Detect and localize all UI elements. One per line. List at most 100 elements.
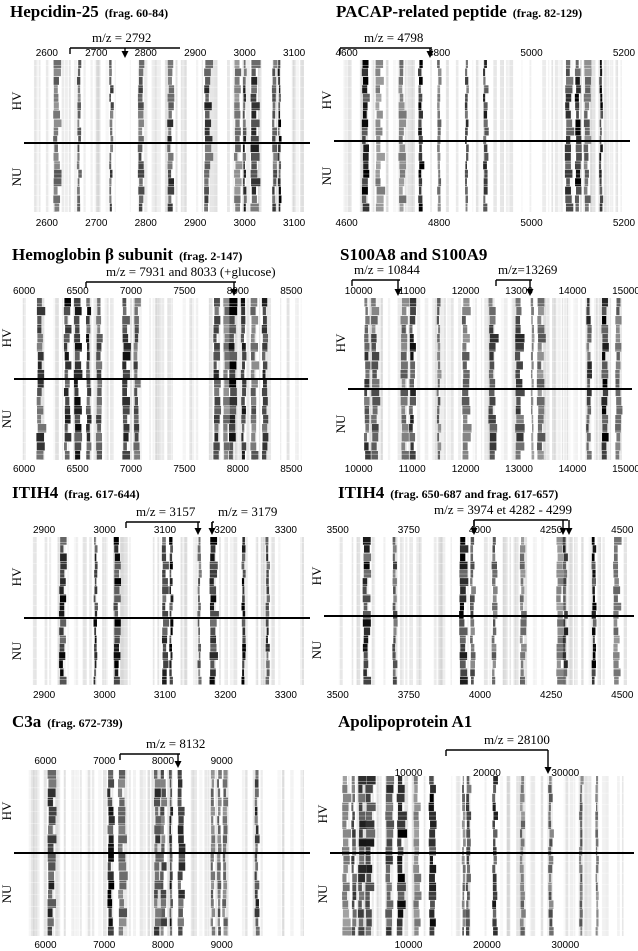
protein-band xyxy=(178,862,186,871)
protein-band xyxy=(548,820,552,829)
protein-band xyxy=(615,343,622,352)
protein-band xyxy=(592,594,595,603)
protein-band xyxy=(64,406,71,415)
annotation-arrowhead xyxy=(194,528,202,535)
protein-band xyxy=(463,838,466,847)
protein-band xyxy=(134,370,138,379)
protein-band xyxy=(278,76,280,85)
protein-band xyxy=(489,442,497,451)
protein-band xyxy=(462,802,466,812)
protein-band xyxy=(217,843,222,853)
protein-band xyxy=(278,186,281,195)
protein-band xyxy=(168,85,175,94)
background-streak xyxy=(64,60,69,212)
protein-band xyxy=(595,873,598,883)
protein-band xyxy=(250,343,259,352)
tick-label-top: 5000 xyxy=(520,48,543,59)
protein-band xyxy=(398,110,407,119)
protein-band xyxy=(162,668,167,677)
protein-band xyxy=(398,152,406,161)
protein-band xyxy=(94,668,96,677)
protein-band xyxy=(167,68,173,77)
protein-band xyxy=(530,298,534,307)
protein-band xyxy=(401,343,408,352)
protein-band xyxy=(557,578,567,586)
protein-band xyxy=(178,843,186,853)
protein-band xyxy=(586,316,591,325)
protein-band xyxy=(342,820,347,829)
protein-band xyxy=(437,433,440,442)
protein-band xyxy=(586,307,590,316)
protein-band xyxy=(210,770,215,779)
background-streak xyxy=(35,537,37,685)
protein-band xyxy=(94,578,97,586)
protein-band xyxy=(548,856,554,865)
protein-band xyxy=(515,442,525,451)
protein-band xyxy=(601,370,609,379)
panel-title-fragment: (frag. 60-84) xyxy=(104,6,169,20)
tick-label-bottom: 4800 xyxy=(427,218,451,229)
protein-band xyxy=(341,847,350,856)
protein-band xyxy=(519,676,525,685)
protein-band xyxy=(437,379,440,388)
protein-band xyxy=(579,802,583,812)
protein-band xyxy=(272,144,278,153)
protein-band xyxy=(363,545,370,553)
protein-band xyxy=(362,203,370,212)
protein-band xyxy=(122,397,130,406)
protein-band xyxy=(575,203,579,212)
background-streak xyxy=(612,60,614,212)
protein-band xyxy=(363,433,368,442)
background-streak xyxy=(455,60,459,212)
protein-band xyxy=(65,361,72,370)
group-divider xyxy=(348,388,632,390)
protein-band xyxy=(162,676,167,685)
background-streak xyxy=(49,537,52,685)
protein-band xyxy=(437,397,441,406)
tick-label-bottom: 6000 xyxy=(13,464,36,475)
tick-label-top: 3100 xyxy=(282,48,306,59)
gel-view-svg xyxy=(32,60,304,212)
background-streak xyxy=(257,60,262,212)
protein-band xyxy=(177,825,184,835)
protein-band xyxy=(557,553,564,562)
background-streak xyxy=(450,537,452,685)
protein-band xyxy=(139,60,145,68)
protein-band xyxy=(602,433,609,442)
protein-band xyxy=(515,406,521,415)
protein-band xyxy=(470,537,475,545)
group-label-nu: NU xyxy=(315,884,330,904)
protein-band xyxy=(251,325,256,334)
protein-band xyxy=(362,611,371,619)
protein-band xyxy=(167,186,175,195)
gel-view-image xyxy=(356,298,626,460)
protein-band xyxy=(563,668,568,677)
protein-band xyxy=(413,838,420,847)
protein-band xyxy=(492,602,498,611)
protein-band xyxy=(537,316,541,325)
protein-band xyxy=(385,793,393,803)
background-streak xyxy=(57,537,60,685)
protein-band xyxy=(358,793,366,803)
protein-band xyxy=(398,76,404,85)
protein-band xyxy=(586,433,591,442)
protein-band xyxy=(47,908,53,918)
protein-band xyxy=(459,611,464,619)
background-streak xyxy=(224,537,228,685)
protein-band xyxy=(217,908,221,918)
protein-band xyxy=(463,298,470,307)
protein-band xyxy=(470,553,474,562)
protein-band xyxy=(562,586,566,595)
protein-band xyxy=(272,161,277,170)
protein-band xyxy=(162,611,169,619)
protein-band xyxy=(169,668,172,677)
protein-band xyxy=(228,424,236,433)
protein-band xyxy=(262,316,267,325)
protein-band xyxy=(210,594,217,603)
protein-band xyxy=(362,594,371,603)
protein-band xyxy=(519,856,523,865)
protein-band xyxy=(365,847,371,856)
protein-band xyxy=(211,908,216,918)
protein-band xyxy=(223,343,231,352)
protein-band xyxy=(364,325,369,334)
